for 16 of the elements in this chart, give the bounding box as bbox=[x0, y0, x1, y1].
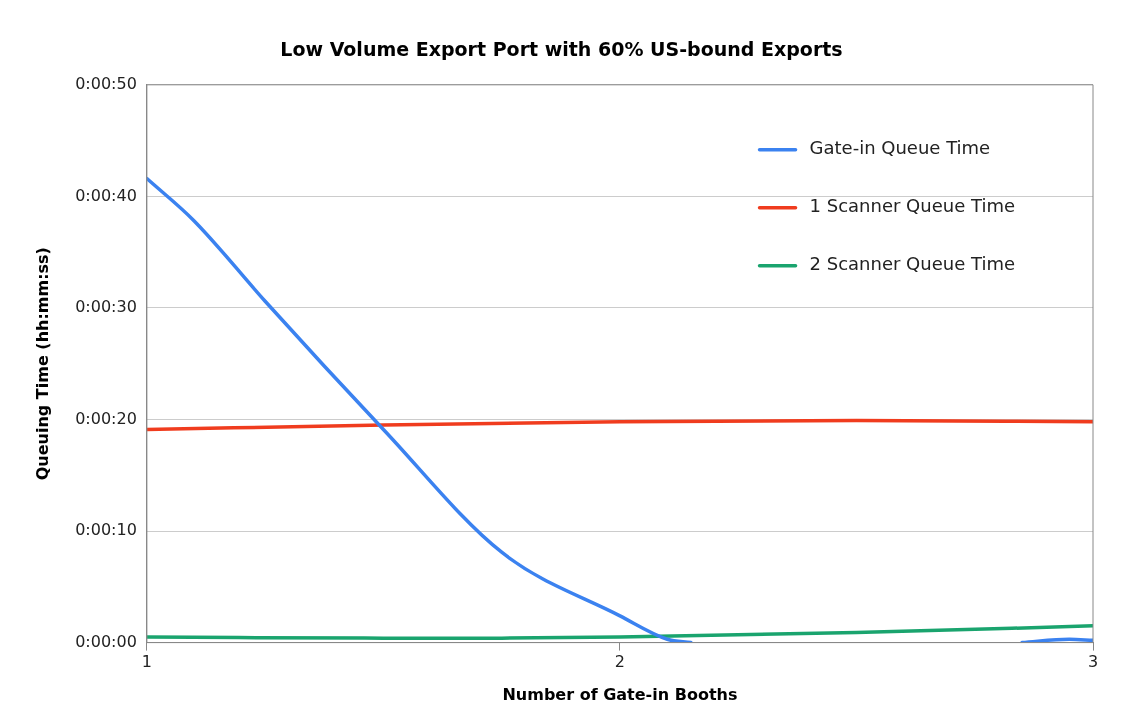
x-axis-title: Number of Gate-in Booths bbox=[502, 684, 738, 704]
chart-title: Low Volume Export Port with 60% US-bound Exports bbox=[280, 38, 843, 61]
x-tick-label: 3 bbox=[1087, 652, 1099, 672]
line-series bbox=[146, 418, 1093, 432]
y-tick-label: 0:00:20 bbox=[75, 408, 137, 428]
y-axis-title: Queuing Time (hh:mm:ss) bbox=[32, 247, 52, 481]
legend-label: 2 Scanner Queue Time bbox=[809, 253, 1016, 275]
y-tick-label: 0:00:10 bbox=[75, 520, 137, 540]
x-tick-label: 2 bbox=[614, 652, 626, 672]
x-tick-label: 1 bbox=[141, 652, 152, 672]
y-tick-label: 0:00:40 bbox=[75, 185, 137, 205]
legend-label: 1 Scanner Queue Time bbox=[809, 195, 1016, 217]
y-tick-label: 0:00:00 bbox=[75, 631, 137, 651]
y-tick-label: 0:00:30 bbox=[75, 297, 137, 317]
y-tick-label: 0:00:50 bbox=[75, 73, 137, 93]
legend-label: Gate-in Queue Time bbox=[809, 137, 991, 159]
